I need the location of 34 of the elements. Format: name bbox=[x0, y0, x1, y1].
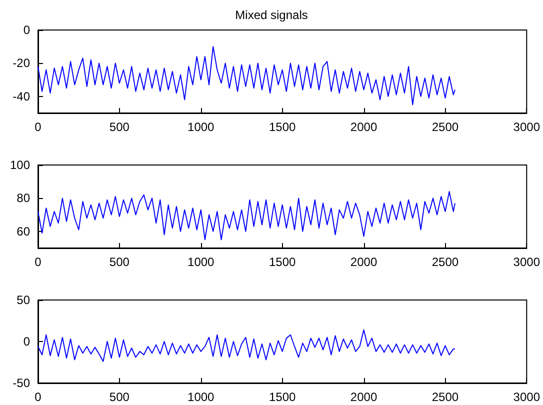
x-tick-label: 1000 bbox=[188, 390, 215, 404]
x-tick-label: 1500 bbox=[268, 120, 296, 134]
line-series bbox=[38, 46, 456, 106]
x-tick-label: 2000 bbox=[350, 390, 378, 404]
x-tick-label: 1000 bbox=[188, 255, 215, 269]
x-tick-label: 3000 bbox=[513, 255, 540, 269]
x-tick-label: 500 bbox=[109, 120, 130, 134]
x-tick-label: 1500 bbox=[268, 390, 296, 404]
x-tick-label: 2500 bbox=[432, 120, 459, 134]
y-tick-label: -50 bbox=[12, 376, 30, 390]
y-tick-label: 0 bbox=[23, 334, 30, 348]
y-tick-label: 100 bbox=[10, 158, 30, 172]
y-tick-label: -40 bbox=[12, 89, 30, 104]
x-tick-label: 0 bbox=[34, 390, 42, 404]
x-tick-label: 3000 bbox=[513, 120, 540, 134]
x-tick-label: 1000 bbox=[188, 120, 215, 134]
y-tick-label: 60 bbox=[16, 224, 30, 238]
chart-title: Mixed signals bbox=[235, 8, 308, 22]
y-tick-label: 0 bbox=[23, 23, 30, 37]
x-tick-label: 0 bbox=[34, 255, 42, 269]
x-tick-label: 2500 bbox=[432, 390, 459, 404]
x-tick-label: 2000 bbox=[350, 120, 378, 134]
x-tick-label: 0 bbox=[34, 120, 42, 134]
x-tick-label: 1500 bbox=[268, 255, 296, 269]
x-tick-label: 2500 bbox=[432, 255, 459, 269]
y-tick-label: 50 bbox=[16, 293, 30, 307]
x-tick-label: 2000 bbox=[350, 255, 378, 269]
x-tick-label: 500 bbox=[109, 255, 130, 269]
y-tick-label: 80 bbox=[16, 191, 30, 206]
line-series bbox=[38, 191, 456, 240]
y-tick-label: -20 bbox=[12, 56, 30, 70]
x-tick-label: 500 bbox=[109, 390, 130, 404]
line-series bbox=[38, 329, 456, 362]
x-tick-label: 3000 bbox=[513, 390, 540, 404]
